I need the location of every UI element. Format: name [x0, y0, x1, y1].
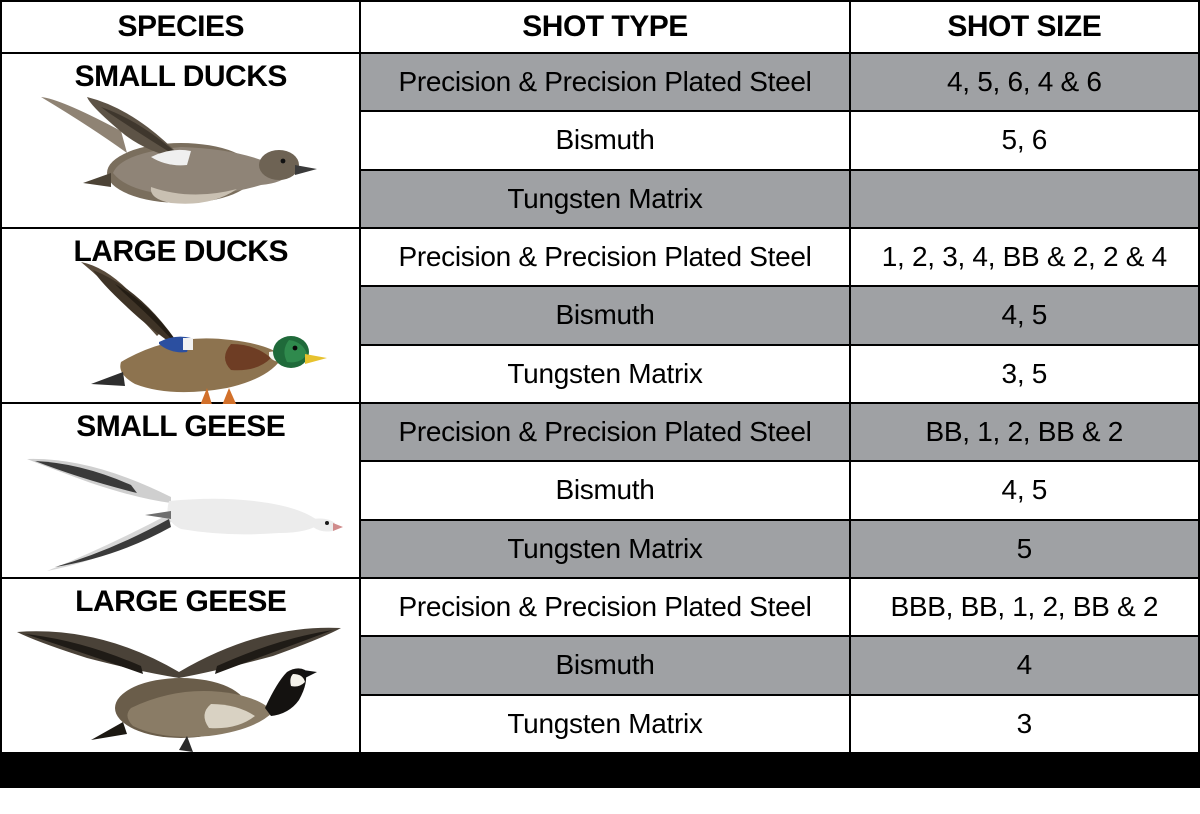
- species-cell-small-geese: SMALL GEESE: [1, 403, 360, 578]
- cell-shot-type: Tungsten Matrix: [360, 520, 849, 578]
- cell-shot-size: BB, 1, 2, BB & 2: [850, 403, 1199, 461]
- cell-shot-size: 4, 5, 6, 4 & 6: [850, 53, 1199, 111]
- cell-shot-type: Bismuth: [360, 461, 849, 519]
- cell-shot-size: [850, 170, 1199, 228]
- table-row: SMALL DUCKS: [1, 53, 1199, 111]
- cell-shot-type: Tungsten Matrix: [360, 695, 849, 753]
- cell-shot-size: 3, 5: [850, 345, 1199, 403]
- cell-shot-size: 5, 6: [850, 111, 1199, 169]
- species-label: LARGE GEESE: [2, 579, 359, 618]
- col-header-shot-size: SHOT SIZE: [850, 1, 1199, 53]
- table-row: SMALL GEESE: [1, 403, 1199, 461]
- table-row: LARGE DUCKS: [1, 228, 1199, 286]
- cell-shot-size: 4, 5: [850, 461, 1199, 519]
- species-cell-large-geese: LARGE GEESE: [1, 578, 360, 753]
- col-header-shot-type: SHOT TYPE: [360, 1, 849, 53]
- large-goose-icon: [2, 612, 359, 752]
- species-cell-large-ducks: LARGE DUCKS: [1, 228, 360, 403]
- col-header-species: SPECIES: [1, 1, 360, 53]
- cell-shot-type: Bismuth: [360, 111, 849, 169]
- table-header-row: SPECIES SHOT TYPE SHOT SIZE: [1, 1, 1199, 53]
- cell-shot-type: Precision & Precision Plated Steel: [360, 578, 849, 636]
- species-label: SMALL DUCKS: [2, 54, 359, 93]
- shot-chart-table: SPECIES SHOT TYPE SHOT SIZE SMALL DUCKS: [0, 0, 1200, 788]
- small-duck-icon: [2, 87, 359, 227]
- table-row: LARGE GEESE: [1, 578, 1199, 636]
- large-duck-icon: [2, 262, 359, 402]
- cell-shot-size: 1, 2, 3, 4, BB & 2, 2 & 4: [850, 228, 1199, 286]
- cell-shot-size: 3: [850, 695, 1199, 753]
- cell-shot-size: 4: [850, 636, 1199, 694]
- species-cell-small-ducks: SMALL DUCKS: [1, 53, 360, 228]
- cell-shot-size: BBB, BB, 1, 2, BB & 2: [850, 578, 1199, 636]
- cell-shot-type: Bismuth: [360, 286, 849, 344]
- cell-shot-type: Tungsten Matrix: [360, 345, 849, 403]
- species-label: LARGE DUCKS: [2, 229, 359, 268]
- species-label: SMALL GEESE: [2, 404, 359, 443]
- small-goose-icon: [2, 437, 359, 577]
- cell-shot-type: Precision & Precision Plated Steel: [360, 228, 849, 286]
- cell-shot-type: Precision & Precision Plated Steel: [360, 403, 849, 461]
- cell-shot-size: 5: [850, 520, 1199, 578]
- cell-shot-type: Precision & Precision Plated Steel: [360, 53, 849, 111]
- cell-shot-type: Tungsten Matrix: [360, 170, 849, 228]
- cell-shot-size: 4, 5: [850, 286, 1199, 344]
- cell-shot-type: Bismuth: [360, 636, 849, 694]
